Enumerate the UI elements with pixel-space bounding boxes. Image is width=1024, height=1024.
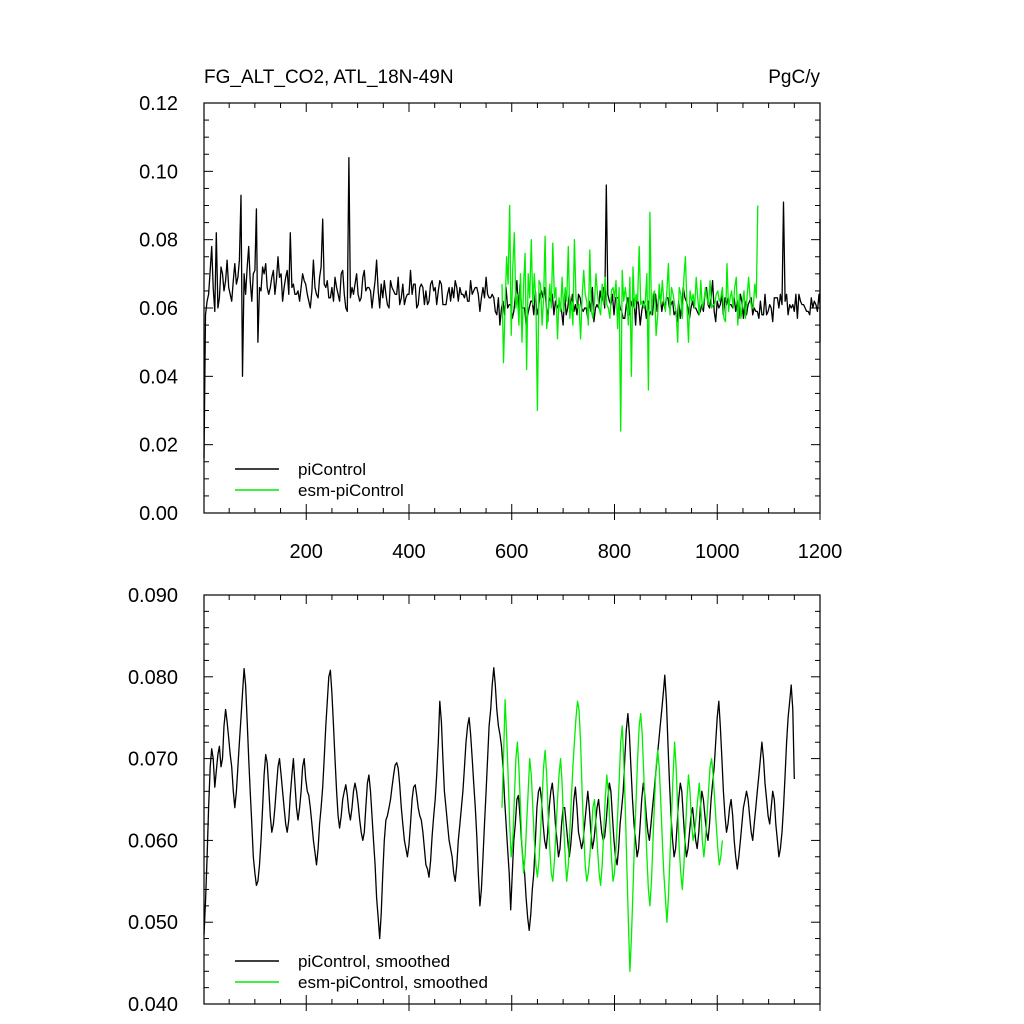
bottom-series-group [203,667,795,972]
top-y-tick-labels: 0.00 0.02 0.04 0.06 0.08 0.10 0.12 [139,93,178,525]
bottom-y-tick-labels: 0.040 0.050 0.060 0.070 0.080 0.090 [128,585,178,1016]
series-line-esm-picontrol [501,204,759,432]
y-tick-label: 0.08 [139,230,178,252]
y-tick-label: 0.060 [128,830,178,852]
units-label: PgC/y [768,67,820,88]
x-tick-label: 1000 [695,541,740,563]
bottom-panel: 0.040 0.050 0.060 0.070 0.080 0.090 piControl… [128,585,821,1016]
bottom-ticks-group [204,594,821,1011]
y-tick-label: 0.00 [139,503,178,525]
bottom-legend: piControl, smoothed esm-piControl, smoot… [235,952,488,992]
y-tick-label: 0.090 [128,585,178,607]
y-tick-label: 0.040 [128,994,178,1016]
legend-label-esm-picontrol: esm-piControl [298,481,404,500]
top-x-tick-labels: 200 400 600 800 1000 1200 [290,541,843,563]
x-tick-label: 1200 [798,541,843,563]
bottom-plot-frame [203,594,821,1005]
series-line-picontrol-smoothed [203,667,795,940]
x-tick-label: 400 [392,541,425,563]
y-tick-label: 0.10 [139,161,178,183]
top-panel: FG_ALT_CO2, ATL_18N-49N PgC/y 0.000.020.… [139,67,842,563]
top-plot-frame [203,102,821,514]
y-tick-label: 0.050 [128,912,178,934]
y-tick-label: 0.070 [128,749,178,771]
y-tick-label: 0.04 [139,366,178,388]
legend-label-esm-picontrol-smoothed: esm-piControl, smoothed [298,973,488,992]
y-tick-label: 0.06 [139,298,178,320]
y-tick-label: 0.080 [128,667,178,689]
x-tick-label: 200 [290,541,323,563]
legend-label-picontrol-smoothed: piControl, smoothed [298,952,450,971]
chart-title: FG_ALT_CO2, ATL_18N-49N [204,67,454,88]
y-tick-label: 0.12 [139,93,178,115]
series-line-esm-picontrol-smoothed [501,699,724,972]
legend-label-picontrol: piControl [298,460,366,479]
x-tick-label: 800 [598,541,631,563]
y-tick-label: 0.02 [139,435,178,457]
x-tick-label: 600 [495,541,528,563]
top-legend: piControl esm-piControl [235,460,404,500]
top-series-group [203,157,821,459]
